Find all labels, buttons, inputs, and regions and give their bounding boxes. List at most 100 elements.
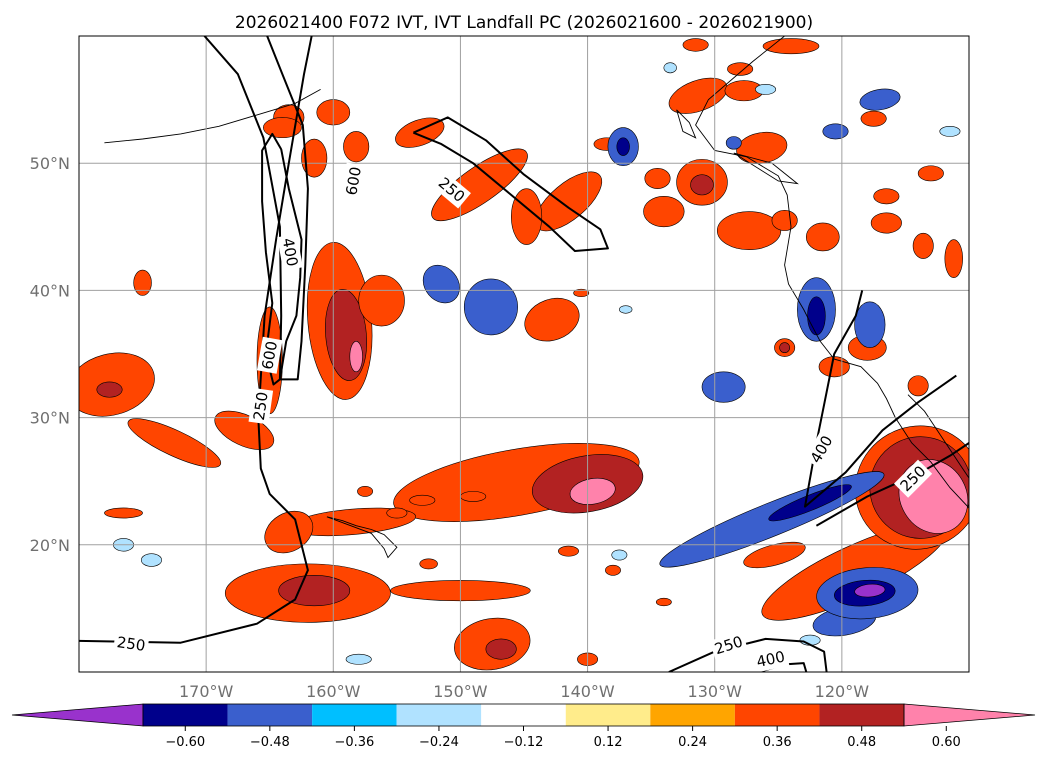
ivt-patch: [349, 340, 363, 373]
contour-label-group: 600: [340, 162, 367, 200]
ivt-patch: [127, 418, 222, 468]
colorbar-extend-high: [903, 703, 1036, 727]
colorbar-tick-label: 0.36: [763, 735, 792, 750]
ivt-patch: [263, 117, 302, 139]
colorbar-tick-label: 0.48: [847, 735, 876, 750]
colorbar-segment: [396, 704, 482, 726]
ivt-patch: [944, 239, 963, 278]
contour-label: 600: [258, 340, 281, 371]
contour-label-bg: [893, 459, 933, 498]
ivt-patch: [301, 138, 328, 178]
contour-label: 400: [279, 237, 302, 268]
ivt-patch: [463, 278, 518, 336]
coastline: [695, 36, 969, 509]
colorbar-segment: [734, 704, 820, 726]
x-tick-label: 160°W: [306, 682, 361, 701]
colorbar-segment: [565, 704, 651, 726]
ivt-patch: [725, 136, 742, 150]
ivt-patch: [870, 212, 902, 234]
colorbar-tick-label: −0.24: [419, 735, 459, 750]
colorbar: −0.60 −0.48 −0.36 −0.24 −0.12 0.12 0.24 0.36 0.4…: [11, 703, 1036, 750]
colorbar-segment: [227, 704, 313, 726]
colorbar-segment: [481, 704, 566, 726]
ivt-patch: [133, 269, 152, 296]
colorbar-segment: [143, 704, 228, 726]
ivt-patch: [96, 381, 123, 398]
ivt-patch: [573, 288, 590, 298]
ivt-patch: [386, 507, 408, 519]
ivt-patch: [859, 88, 901, 111]
ivt-patch: [860, 110, 887, 127]
contour-label-group: 400: [751, 645, 790, 672]
ivt-patch: [357, 485, 374, 497]
contour-label-bg: [804, 429, 839, 470]
x-tick-label: 140°W: [560, 682, 615, 701]
colorbar-tick-label: 0.60: [932, 735, 961, 750]
colorbar-tick-label: −0.48: [250, 735, 290, 750]
ivt-patch: [558, 545, 579, 557]
contour-label-bg: [256, 336, 283, 374]
colorbar-tick-label: −0.12: [504, 735, 544, 750]
ivt-patch: [771, 209, 798, 231]
ivt-field-layer: [79, 38, 969, 671]
ivt-patch: [755, 84, 777, 95]
ivt-contour-600: [261, 132, 303, 386]
ivt-patch: [524, 297, 580, 342]
coastline: [676, 109, 697, 139]
colorbar-tick-label: −0.60: [165, 735, 205, 750]
contour-label-group: 250: [112, 631, 150, 657]
ivt-patch: [907, 375, 929, 397]
ivt-patch: [701, 371, 746, 403]
x-tick-label: 120°W: [815, 682, 870, 701]
ivt-patch: [345, 653, 372, 665]
ivt-patch: [616, 137, 630, 156]
ivt-patch: [818, 356, 850, 378]
colorbar-extend-low: [11, 703, 144, 727]
y-tick-label: 40°N: [30, 281, 70, 300]
ivt-patch: [358, 274, 405, 327]
y-axis-ticks: 20°N 30°N 40°N 50°N: [30, 154, 70, 555]
ivt-patch: [605, 564, 621, 576]
y-tick-label: 30°N: [30, 409, 70, 428]
ivt-patch: [643, 195, 685, 228]
ivt-patch: [939, 126, 961, 137]
contour-label-bg: [340, 162, 367, 200]
ivt-patch: [663, 62, 677, 74]
ivt-patch: [655, 597, 672, 607]
coastline: [326, 516, 398, 559]
ivt-patch: [807, 296, 826, 336]
ivt-patch: [569, 477, 616, 505]
ivt-patch: [917, 165, 944, 182]
ivt-patch: [460, 491, 487, 502]
ivt-patch: [854, 301, 886, 348]
ivt-patch: [682, 38, 709, 52]
colorbar-segment: [312, 704, 397, 726]
ivt-patch: [912, 232, 934, 259]
ivt-patch: [422, 264, 460, 304]
colorbar-segment: [650, 704, 735, 726]
ivt-patch: [716, 211, 782, 250]
contour-label-group: 250: [248, 387, 274, 425]
coastline: [733, 152, 799, 185]
contour-label-bg: [248, 387, 274, 425]
chart-title: 2026021400 F072 IVT, IVT Landfall PC (20…: [235, 13, 813, 33]
contour-label-bg: [432, 171, 471, 209]
x-tick-label: 150°W: [433, 682, 488, 701]
map-frame: [78, 35, 970, 673]
colorbar-tick-label: 0.24: [678, 735, 707, 750]
ivt-patch: [485, 638, 517, 660]
ivt-patch: [690, 174, 714, 196]
x-tick-label: 170°W: [179, 682, 234, 701]
y-tick-label: 20°N: [30, 536, 70, 555]
contour-label-bg: [709, 630, 748, 661]
ivt-patch: [854, 583, 886, 598]
ivt-patch: [343, 131, 370, 163]
ivt-patch: [779, 342, 791, 354]
x-axis-ticks: 170°W 160°W 150°W 140°W 130°W 120°W: [179, 682, 869, 701]
ivt-patch: [409, 494, 436, 506]
ivt-patch: [727, 62, 754, 76]
ivt-contour-250: [412, 116, 609, 252]
ivt-patch: [419, 558, 438, 570]
y-tick-label: 50°N: [30, 154, 70, 173]
